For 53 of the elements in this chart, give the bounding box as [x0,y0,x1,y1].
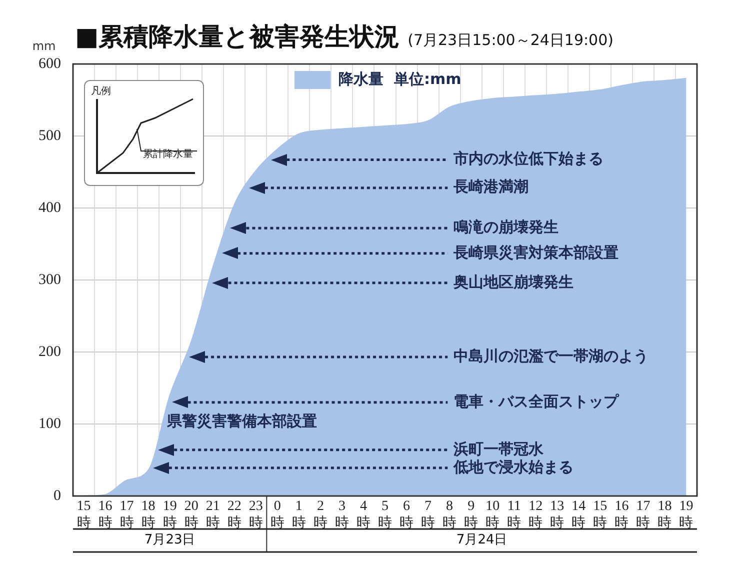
ref-line-label: 奥山地区崩壊発生 [452,272,574,291]
x-tick-label: 13時 [550,499,564,531]
ref-line-label: 中島川の氾濫で一帯湖のよう [454,346,649,365]
x-tick-label: 11時 [507,499,522,531]
x-tick-label: 19時 [162,499,177,531]
text: 7月23日 [144,532,196,548]
y-tick-label: 100 [38,416,61,432]
x-tick-label: 0時 [270,499,284,531]
x-tick-label: 17時 [636,499,650,531]
ref-line-label: 市内の水位低下始まる [452,150,604,168]
text: 7月24日 [456,532,508,548]
ref-line-label: 低地で浸水始まる [452,458,574,476]
x-tick-label: 9時 [464,499,478,531]
legend-label: 降水量 単位:mm [338,70,462,88]
x-tick-label: 12時 [528,499,543,531]
y-tick-label: 400 [38,200,61,216]
x-tick-label: 20時 [184,499,198,531]
x-tick-label: 16時 [98,499,112,531]
x-tick-label: 15時 [593,499,608,531]
x-tick-label: 3時 [334,499,349,531]
x-tick-label: 4時 [356,499,370,531]
x-tick-label: 14時 [572,499,586,531]
ref-line-label: 長崎港満潮 [452,178,529,196]
annotation: 凡例 [91,85,111,98]
x-tick-label: 15時 [76,499,91,531]
ref-line-label: 鳴滝の崩壊発生 [454,218,559,236]
x-tick-label: 22時 [227,499,242,531]
annotation: 県警災害警備本部設置 [166,412,317,430]
x-tick-label: 18時 [658,499,672,531]
x-tick-label: 10時 [486,499,500,531]
x-tick-label: 7時 [421,499,436,531]
y-tick-label: 200 [38,344,61,360]
ref-line-label: 浜町一帯冠水 [452,440,545,458]
x-tick-label: 2時 [313,499,328,531]
chart-subtitle: (7月23日15:00～24日19:00) [408,31,614,49]
x-tick-label: 23時 [248,499,263,531]
x-tick-label: 17時 [120,499,134,531]
x-tick-label: 16時 [614,499,629,531]
ref-line-label: 長崎県災害対策本部設置 [452,243,619,262]
chart-title: ■累積降水量と被害発生状況 [75,22,400,51]
x-tick-label: 19時 [679,499,694,531]
y-axis-title: mm [32,39,56,53]
x-tick-label: 5時 [378,499,392,531]
x-tick-label: 6時 [400,499,414,531]
x-tick-label: 18時 [141,499,156,531]
x-tick-label: 8時 [442,499,457,531]
y-tick-label: 300 [38,272,61,288]
x-tick-label: 1時 [292,499,306,531]
ref-line-label: 電車・バス全面ストップ [454,392,620,410]
x-tick-label: 21時 [206,499,220,531]
y-tick-label: 600 [38,56,61,72]
y-tick-label: 500 [38,128,61,144]
y-tick-label: 0 [54,488,61,504]
